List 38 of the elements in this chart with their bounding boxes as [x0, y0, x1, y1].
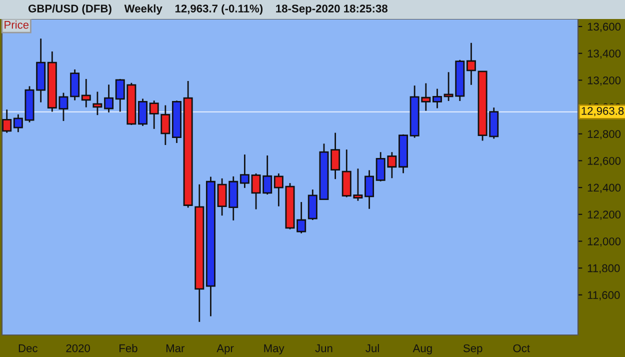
x-tick-label: Apr — [216, 344, 234, 354]
y-tick-label: 12,400 — [588, 184, 621, 193]
candlestick — [138, 98, 148, 127]
candlestick — [364, 170, 374, 210]
candlestick — [104, 84, 114, 114]
x-tick-label: Jul — [366, 344, 379, 352]
candlestick — [432, 88, 442, 109]
candlestick — [240, 154, 250, 189]
x-tick-label: May — [264, 344, 284, 354]
y-tick-label: 13,600 — [588, 22, 621, 32]
y-tick-label: 11,600 — [588, 291, 620, 300]
x-tick-label: Aug — [412, 344, 432, 354]
candlestick — [70, 68, 80, 102]
ref-line-label: 12,963.8 — [582, 106, 624, 116]
x-tick-label: Feb — [120, 344, 138, 352]
candlestick — [330, 132, 340, 180]
x-tick-label: Oct — [513, 344, 530, 352]
x-tick-label: Mar — [166, 344, 185, 352]
annotation: Price — [4, 20, 29, 29]
candlestick — [274, 172, 284, 208]
candlestick — [81, 78, 91, 108]
y-tick-label: 13,400 — [588, 50, 621, 59]
x-tick-label: Jun — [315, 344, 332, 352]
chart-title: GBP/USD (DFB) Weekly 12,963.7 (-0.11%) 18-Sep-2020 18:25:38 — [28, 4, 388, 15]
candlestick — [2, 108, 12, 134]
y-tick-label: 11,800 — [588, 264, 620, 274]
y-tick-label: 12,000 — [588, 237, 621, 247]
candlestick — [466, 42, 476, 86]
candlestick — [296, 201, 306, 234]
candlestick — [13, 114, 23, 133]
y-tick-label: 13,200 — [588, 76, 621, 86]
candlestick — [92, 91, 102, 116]
y-tick-label: 12,200 — [588, 210, 621, 220]
x-tick-label: Sep — [463, 344, 482, 354]
y-tick-label: 12,600 — [588, 156, 621, 166]
y-tick-label: 12,800 — [588, 130, 621, 140]
x-tick-label: Dec — [18, 344, 38, 352]
x-tick-label: 2020 — [66, 344, 90, 352]
